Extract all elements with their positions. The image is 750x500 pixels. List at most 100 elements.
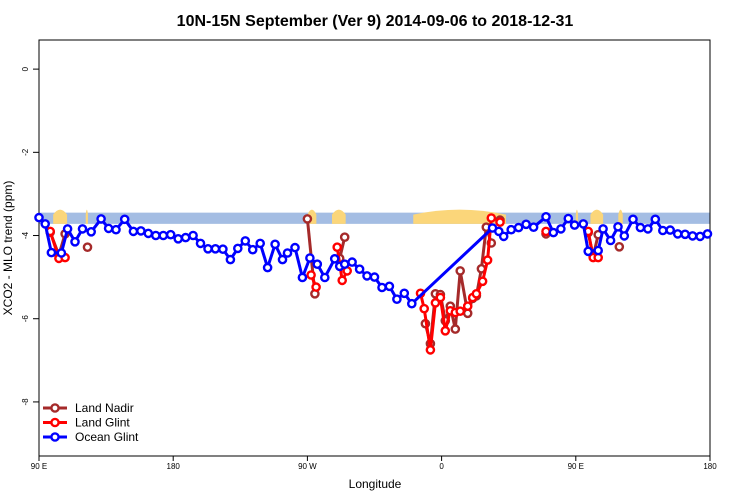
- x-tick-label: 90 E: [31, 462, 47, 471]
- ocean-glint-point: [513, 222, 524, 233]
- legend-land-nadir-marker: [50, 403, 60, 413]
- y-tick-label: -2: [21, 148, 30, 156]
- land-segment: [618, 209, 623, 224]
- ocean-glint-point: [290, 242, 300, 253]
- ocean-glint-point: [339, 259, 350, 270]
- ocean-glint-point: [605, 235, 616, 246]
- ocean-glint-point: [619, 231, 630, 241]
- ocean-glint-point: [362, 271, 372, 281]
- ocean-glint-point: [188, 230, 198, 241]
- ocean-glint-point: [687, 231, 698, 241]
- ocean-glint-point: [583, 246, 594, 257]
- land-nadir-point: [82, 242, 93, 252]
- ocean-glint-point: [96, 214, 106, 224]
- ocean-glint-point: [136, 226, 146, 236]
- land-segment: [575, 209, 579, 224]
- land-nadir-point: [614, 241, 625, 252]
- ocean-glint-point: [665, 225, 676, 235]
- plot-area: 0 -2 -4 -6 -8 90 E 180 90 W 0 90 E 180: [21, 39, 717, 471]
- land-segment: [413, 209, 506, 224]
- ocean-glint-point: [672, 229, 683, 239]
- ocean-glint-point: [111, 224, 121, 235]
- y-tick-label: 0: [21, 66, 30, 71]
- ocean-glint-point: [399, 288, 410, 299]
- ocean-glint-point: [377, 282, 387, 293]
- x-tick-label: 0: [439, 462, 444, 471]
- ocean-glint-point: [528, 222, 539, 232]
- land-glint-point: [425, 345, 436, 355]
- ocean-glint-point: [150, 230, 161, 241]
- ocean-glint-point: [158, 230, 169, 241]
- ocean-glint-point: [165, 229, 176, 240]
- land-glint-point: [477, 276, 488, 287]
- land-glint-point: [482, 255, 493, 265]
- land-glint-point: [306, 270, 316, 280]
- ocean-glint-point: [305, 253, 315, 263]
- ocean-glint-point: [613, 221, 623, 232]
- land-glint-point: [486, 213, 497, 223]
- ocean-glint-point: [635, 222, 646, 233]
- land-glint-point: [455, 306, 466, 317]
- land-glint-point: [430, 298, 441, 308]
- ocean-glint-point: [506, 224, 517, 235]
- ocean-glint-point: [262, 262, 273, 273]
- ocean-glint-point: [628, 214, 638, 225]
- ocean-glint-point: [598, 224, 608, 234]
- land-nadir-point: [455, 266, 466, 276]
- ocean-glint-point: [329, 253, 340, 264]
- ocean-glint-point: [173, 233, 183, 244]
- ocean-glint-point: [119, 214, 130, 225]
- ocean-glint-point: [593, 245, 604, 256]
- chart-title: 10N-15N September (Ver 9) 2014-09-06 to …: [177, 13, 574, 30]
- ocean-glint-point: [62, 224, 73, 234]
- legend-land-glint-label: Land Glint: [75, 416, 130, 430]
- y-tick-label: -4: [21, 231, 30, 239]
- ocean-glint-point: [277, 254, 288, 265]
- ocean-glint-point: [541, 211, 551, 222]
- ocean-glint-point: [312, 259, 323, 270]
- ocean-glint-point: [225, 254, 236, 265]
- ocean-glint-point: [354, 264, 365, 275]
- land-glint-point: [541, 226, 551, 237]
- land-glint-point: [337, 275, 348, 286]
- ocean-glint-point: [77, 224, 88, 234]
- ocean-glint-point: [203, 243, 213, 254]
- ocean-glint-point: [498, 231, 509, 242]
- ocean-glint-point: [143, 228, 154, 239]
- ocean-glint-point: [282, 248, 293, 258]
- ocean-glint-point: [569, 220, 580, 230]
- ocean-glint-point: [210, 243, 221, 254]
- ocean-glint-point: [680, 229, 690, 240]
- ocean-glint-point: [232, 243, 243, 254]
- land-glint-point: [440, 325, 451, 336]
- ocean-glint-point: [521, 219, 531, 230]
- ocean-glint-point: [658, 225, 668, 236]
- x-tick-label: 90 W: [298, 462, 317, 471]
- ocean-glint-point: [384, 281, 395, 292]
- x-tick-label: 180: [167, 462, 181, 471]
- ocean-glint-point: [255, 238, 266, 249]
- ocean-glint-point: [247, 244, 258, 255]
- land-glint-point: [462, 301, 473, 312]
- ocean-glint-point: [556, 224, 566, 234]
- y-tick-label: -8: [21, 398, 30, 406]
- x-tick-label: 180: [703, 462, 717, 471]
- legend-ocean-glint-label: Ocean Glint: [75, 430, 139, 444]
- ocean-glint-point: [392, 294, 402, 305]
- land-segment: [590, 209, 604, 224]
- ocean-glint-point: [578, 219, 589, 229]
- legend-ocean-glint-marker: [50, 432, 60, 442]
- ocean-glint-point: [40, 219, 51, 229]
- land-segment: [332, 209, 346, 224]
- x-axis-label: Longitude: [349, 477, 402, 491]
- land-glint-point: [435, 292, 446, 303]
- land-glint-point: [332, 242, 343, 252]
- land-nadir-point: [450, 324, 461, 334]
- y-tick-label: -6: [21, 315, 30, 323]
- ocean-glint-point: [650, 214, 661, 225]
- y-axis-label: XCO2 - MLO trend (ppm): [1, 181, 15, 316]
- ocean-glint-point: [56, 248, 67, 258]
